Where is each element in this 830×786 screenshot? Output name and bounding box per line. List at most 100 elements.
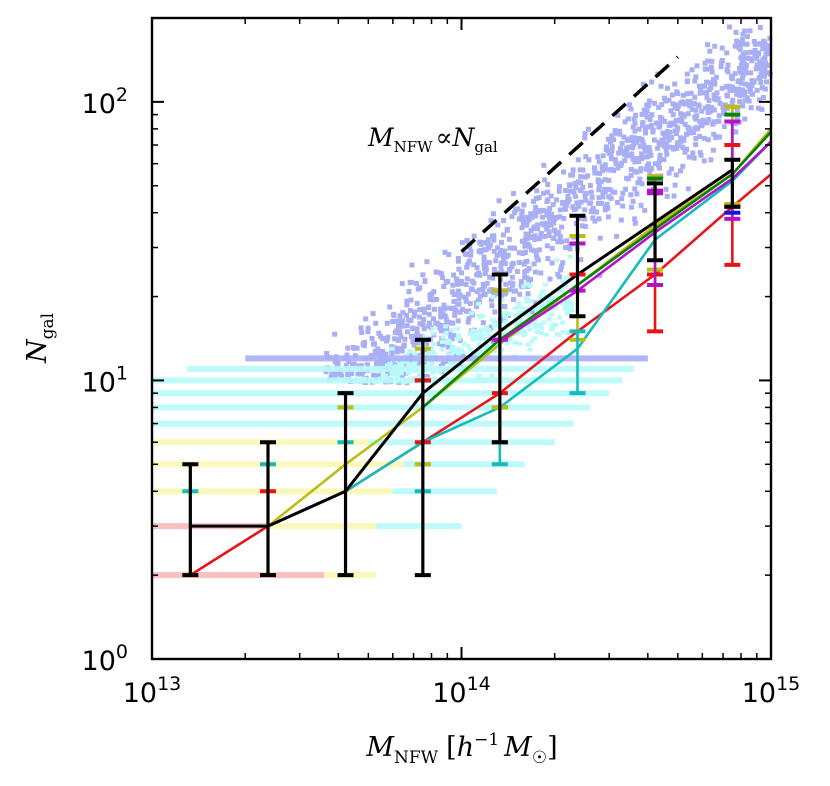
cloud-point <box>487 242 493 248</box>
cloud-point <box>389 351 395 357</box>
cloud-point <box>626 102 632 108</box>
cloud-point <box>573 184 579 190</box>
cloud-point <box>395 323 401 329</box>
cloud-point-core <box>437 370 443 374</box>
cloud-point-core <box>560 320 566 325</box>
cloud-point <box>639 122 645 128</box>
cloud-point <box>482 271 488 277</box>
x-axis-label: MNFW [h−1 M☉] <box>365 730 557 768</box>
cloud-point <box>688 90 694 96</box>
cloud-point <box>355 371 361 377</box>
cloud-point-core <box>489 373 495 378</box>
cloud-point <box>711 77 716 82</box>
cloud-point <box>499 239 504 245</box>
cloud-point <box>544 226 550 232</box>
cloud-point-core <box>384 363 390 368</box>
cloud-point-core <box>516 319 522 324</box>
cloud-point-core <box>412 360 418 365</box>
cloud-point <box>513 288 518 294</box>
cloud-point <box>407 308 413 314</box>
cloud-point <box>742 81 748 87</box>
cloud-point-core <box>483 328 489 333</box>
cloud-point <box>510 282 515 288</box>
cloud-point <box>628 166 634 172</box>
cloud-point <box>468 252 474 258</box>
cloud-point <box>474 265 480 271</box>
cloud-point <box>491 292 497 298</box>
cloud-point <box>626 136 632 142</box>
cloud-point <box>358 325 364 331</box>
cloud-point-core <box>565 311 571 316</box>
cloud-point <box>404 329 410 335</box>
cloud-point <box>698 152 704 158</box>
cloud-point <box>440 275 446 281</box>
cloud-point-core <box>541 320 547 325</box>
cloud-point-core <box>518 310 524 315</box>
cloud-point <box>521 202 527 208</box>
cloud-point <box>482 283 488 289</box>
cloud-point <box>716 118 722 124</box>
cloud-point <box>560 260 566 266</box>
cloud-point <box>459 270 465 276</box>
cloud-point-core <box>474 351 480 356</box>
cloud-point <box>567 183 573 189</box>
cloud-point <box>650 178 656 184</box>
cloud-point <box>412 310 418 316</box>
cloud-point <box>426 320 432 326</box>
cloud-point <box>403 370 409 376</box>
cloud-point <box>547 206 553 211</box>
cloud-point <box>649 112 655 118</box>
cloud-point <box>525 291 531 297</box>
cloud-point-core <box>487 333 492 338</box>
cloud-point-core <box>503 315 508 320</box>
cloud-point <box>522 243 528 249</box>
cloud-point <box>478 248 484 253</box>
cloud-point <box>586 126 591 132</box>
cloud-point <box>620 190 626 196</box>
cloud-point <box>437 325 443 331</box>
cloud-point <box>681 113 687 119</box>
cloud-point <box>592 168 598 173</box>
cloud-point <box>740 52 746 58</box>
cloud-point <box>363 316 369 322</box>
cloud-point <box>550 235 556 241</box>
cloud-point-core <box>521 284 527 289</box>
cloud-point <box>376 350 382 356</box>
cloud-point <box>453 308 459 314</box>
cloud-point <box>632 186 638 192</box>
cloud-point <box>684 71 690 77</box>
cloud-point <box>424 341 430 347</box>
cloud-point <box>600 194 606 200</box>
cloud-point <box>441 284 447 289</box>
cloud-point <box>469 287 475 293</box>
cloud-point <box>752 52 758 58</box>
cloud-point <box>471 280 477 286</box>
cloud-point <box>679 119 685 125</box>
cloud-point <box>365 325 371 331</box>
cloud-point <box>442 313 448 319</box>
cloud-point <box>533 213 539 219</box>
density-band <box>368 439 555 446</box>
cloud-point <box>642 207 648 213</box>
cloud-point <box>640 139 646 145</box>
cloud-point <box>604 144 609 150</box>
density-band <box>152 461 404 468</box>
cloud-point <box>587 200 593 206</box>
cloud-point-core <box>449 328 455 333</box>
cloud-point <box>560 201 566 206</box>
cloud-point <box>719 45 725 51</box>
cloud-point <box>391 311 396 317</box>
cloud-point <box>431 306 437 312</box>
cloud-point <box>404 302 410 308</box>
cloud-point <box>431 289 437 295</box>
slope-reference-line <box>460 55 680 253</box>
cloud-point <box>533 300 538 306</box>
cloud-point <box>639 151 645 157</box>
cloud-point <box>597 170 603 176</box>
cloud-point <box>503 254 509 260</box>
cloud-point-core <box>383 373 388 378</box>
cloud-point <box>578 257 584 263</box>
cloud-point <box>609 144 615 150</box>
cloud-point-core <box>538 325 544 330</box>
cloud-point <box>753 41 758 47</box>
